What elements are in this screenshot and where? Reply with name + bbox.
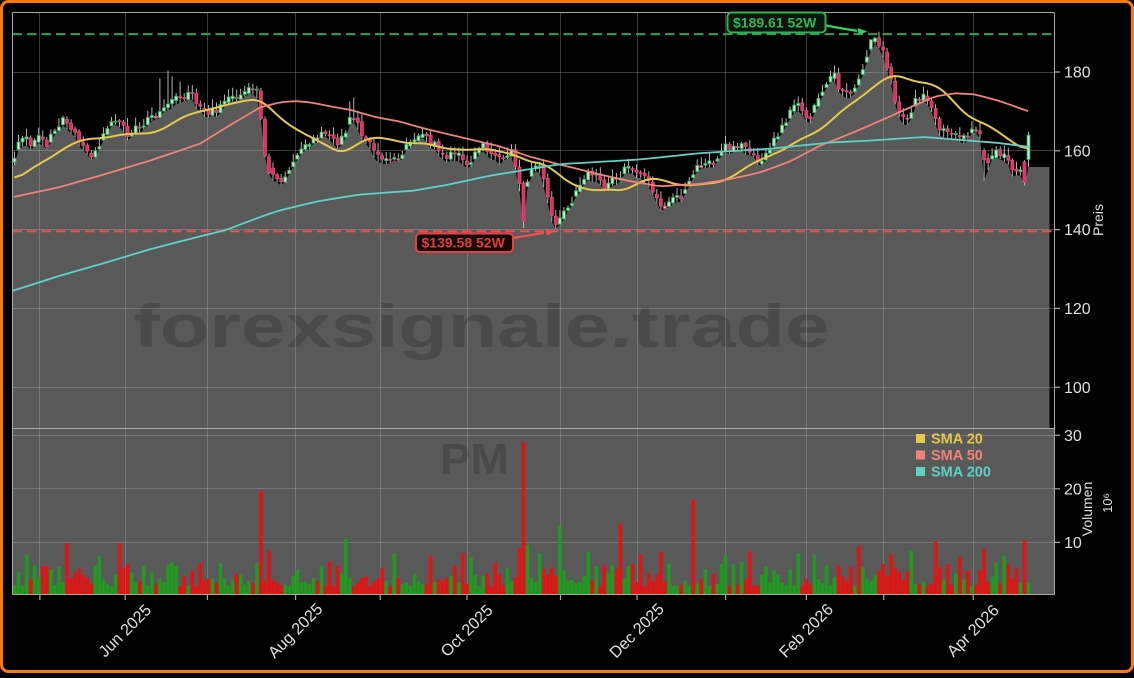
svg-text:forexsignale.trade: forexsignale.trade [133, 293, 830, 360]
svg-text:SMA 200: SMA 200 [931, 465, 991, 481]
svg-text:10: 10 [1064, 535, 1082, 552]
svg-text:PM: PM [440, 435, 509, 484]
svg-text:100: 100 [1064, 380, 1091, 397]
svg-text:SMA 50: SMA 50 [931, 448, 983, 464]
svg-text:160: 160 [1064, 143, 1091, 160]
svg-text:120: 120 [1064, 301, 1091, 318]
svg-text:$139.58 52W: $139.58 52W [422, 235, 506, 251]
svg-text:140: 140 [1064, 222, 1091, 239]
svg-text:Preis: Preis [1090, 204, 1106, 236]
svg-text:Volumen: Volumen [1079, 482, 1095, 536]
svg-text:$189.61 52W: $189.61 52W [733, 15, 817, 31]
svg-text:30: 30 [1064, 428, 1082, 445]
svg-text:10⁶: 10⁶ [1100, 493, 1115, 513]
svg-text:SMA 20: SMA 20 [931, 432, 983, 448]
svg-text:20: 20 [1064, 481, 1082, 498]
svg-text:180: 180 [1064, 65, 1091, 82]
